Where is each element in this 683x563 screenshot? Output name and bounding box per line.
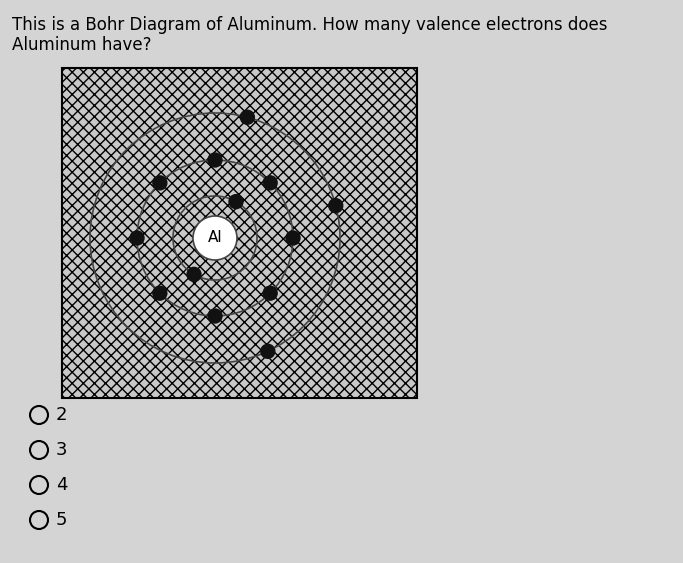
Circle shape (329, 199, 343, 213)
Circle shape (229, 195, 243, 209)
Circle shape (261, 345, 275, 358)
Bar (62, 68, 417, 398)
Circle shape (153, 286, 167, 300)
Text: 5: 5 (56, 511, 68, 529)
Circle shape (193, 216, 237, 260)
Circle shape (208, 153, 222, 167)
Circle shape (187, 267, 201, 282)
Circle shape (263, 176, 277, 190)
Circle shape (153, 176, 167, 190)
Circle shape (240, 110, 254, 124)
Text: This is a Bohr Diagram of Aluminum. How many valence electrons does: This is a Bohr Diagram of Aluminum. How … (12, 16, 607, 34)
Bar (62, 68, 417, 398)
Circle shape (130, 231, 144, 245)
Text: 4: 4 (56, 476, 68, 494)
Text: Aluminum have?: Aluminum have? (12, 36, 152, 54)
Circle shape (286, 231, 300, 245)
Text: 3: 3 (56, 441, 68, 459)
Circle shape (208, 309, 222, 323)
Text: 2: 2 (56, 406, 68, 424)
Text: Al: Al (208, 230, 222, 245)
Circle shape (263, 286, 277, 300)
